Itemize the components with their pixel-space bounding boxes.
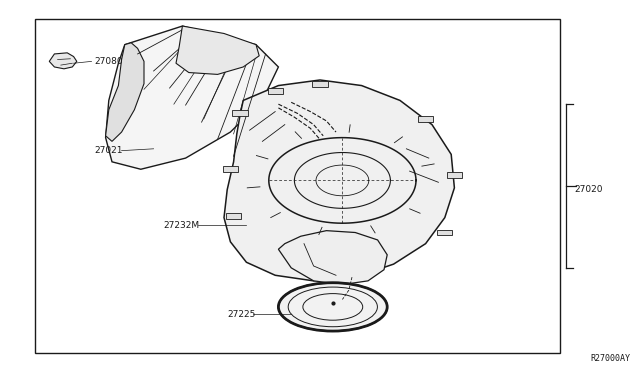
Text: 27021: 27021 [95, 146, 124, 155]
Polygon shape [224, 80, 454, 281]
FancyBboxPatch shape [437, 230, 452, 235]
FancyBboxPatch shape [232, 110, 248, 116]
FancyBboxPatch shape [226, 213, 241, 219]
FancyBboxPatch shape [312, 81, 328, 87]
Text: 27080: 27080 [95, 57, 124, 66]
FancyBboxPatch shape [418, 116, 433, 122]
FancyBboxPatch shape [447, 172, 462, 178]
Text: 27225: 27225 [227, 310, 255, 319]
FancyBboxPatch shape [268, 88, 283, 94]
Polygon shape [301, 244, 368, 281]
Polygon shape [106, 26, 278, 169]
Text: 27020: 27020 [575, 185, 604, 194]
Ellipse shape [278, 283, 387, 331]
Polygon shape [106, 43, 144, 141]
Polygon shape [176, 26, 259, 74]
FancyBboxPatch shape [223, 166, 238, 172]
Polygon shape [278, 231, 387, 285]
Polygon shape [49, 53, 77, 69]
Text: R27000AY: R27000AY [590, 354, 630, 363]
Text: 27232M: 27232M [163, 221, 199, 230]
Bar [35, 19, 560, 353]
